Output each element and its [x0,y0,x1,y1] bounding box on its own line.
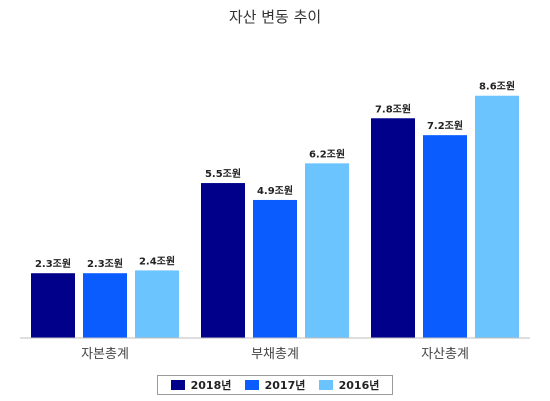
chart-title: 자산 변동 추이 [228,8,322,26]
data-label-3-3: 8.6조원 [479,80,515,93]
legend-item-2016[interactable]: 2016년 [318,377,380,393]
data-label-1-3: 2.4조원 [139,254,175,267]
x-tick-label-3: 자산총계 [421,347,469,362]
legend-item-2017[interactable]: 2017년 [244,377,306,393]
bar-2-2 [253,199,297,338]
data-label-2-3: 6.2조원 [309,147,345,160]
legend-swatch-2018 [170,380,185,390]
bar-3-3 [475,95,519,338]
bar-2-3 [305,163,349,338]
bar-1-2 [83,273,127,338]
bar-1-1 [31,273,75,338]
data-label-2-2: 4.9조원 [257,184,293,197]
bar-3-1 [371,118,415,339]
data-label-3-1: 7.8조원 [375,102,411,115]
legend-label-2018: 2018년 [190,379,232,392]
legend: 2018년 2017년 2016년 [157,375,393,395]
bar-1-3 [135,270,179,338]
x-tick-label-1: 자본총계 [81,347,129,362]
legend-swatch-2016 [318,380,333,390]
legend-label-2017: 2017년 [264,379,306,392]
bar-3-2 [423,135,467,338]
legend-item-2018[interactable]: 2018년 [170,377,232,393]
legend-label-2016: 2016년 [338,379,380,392]
legend-swatch-2017 [244,380,259,390]
x-tick-label-2: 부채총계 [251,347,299,362]
data-label-1-1: 2.3조원 [35,257,71,270]
bar-2-1 [201,183,245,338]
data-label-3-2: 7.2조원 [427,119,463,132]
data-label-1-2: 2.3조원 [87,257,123,270]
data-label-2-1: 5.5조원 [205,167,241,180]
